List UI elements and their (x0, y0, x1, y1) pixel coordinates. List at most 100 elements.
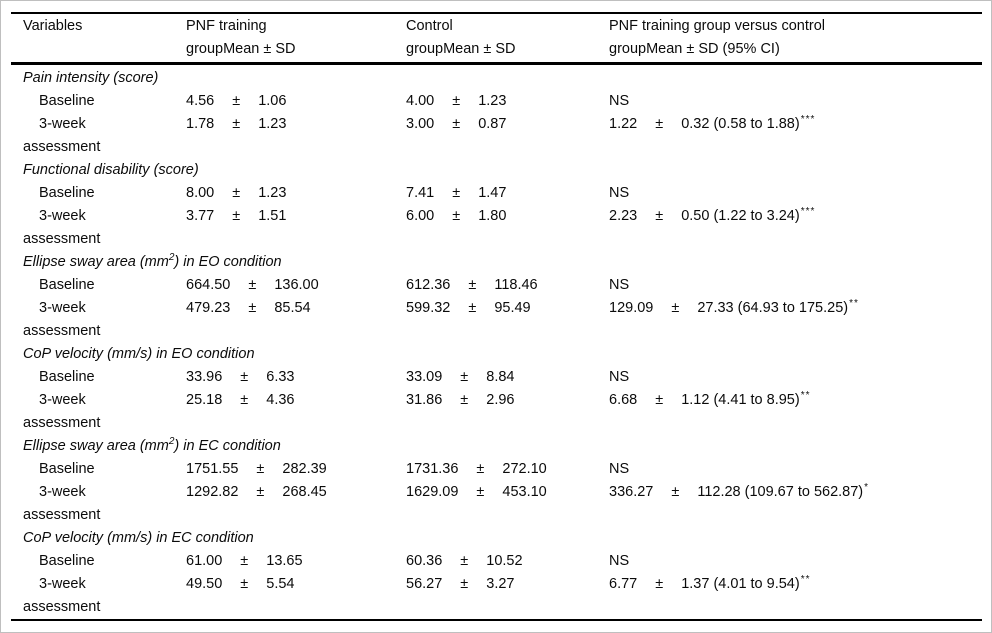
plus-minus-sign: ± (460, 392, 469, 408)
diff-value-cell: NS (609, 458, 982, 481)
ns-label: NS (609, 185, 630, 201)
section-title: CoP velocity (mm/s) in EC condition (23, 527, 982, 550)
row-label-continuation: assessment (23, 415, 101, 431)
control-sd-value: 1.47 (478, 185, 507, 201)
data-row: Baseline 61.00 ±13.65 60.36 ±10.52 NS (11, 550, 982, 573)
row-label-continuation: assessment (23, 323, 101, 339)
control-sd-value: 2.96 (486, 392, 515, 408)
diff-value-cell: 1.22 ±0.32 (0.58 to 1.88)*** (609, 113, 982, 136)
section-title-text: ) in EC condition (174, 438, 281, 454)
data-row: 3-week 49.50 ±5.54 56.27 ±3.27 6.77 ±1.37 (4.0… (11, 573, 982, 596)
row-label-continuation: assessment (23, 599, 101, 615)
section-title-text: CoP velocity (mm/s) in EC condition (23, 530, 254, 546)
pnf-mean-value: 1.78 (186, 116, 215, 132)
pnf-mean-value: 8.00 (186, 185, 215, 201)
pnf-mean-value: 3.77 (186, 208, 215, 224)
plus-minus-sign: ± (240, 553, 249, 569)
plus-minus-sign: ± (240, 369, 249, 385)
section-title: Ellipse sway area (mm2) in EO condition (23, 251, 982, 274)
control-value-cell: 60.36 ±10.52 (406, 550, 609, 573)
control-mean-value: 33.09 (406, 369, 443, 385)
row-label: 3-week (39, 392, 86, 408)
control-mean-value: 31.86 (406, 392, 443, 408)
pnf-value-cell: 61.00 ±13.65 (186, 550, 406, 573)
header-pnf-group: PNF training groupMean ± SD (186, 15, 406, 61)
plus-minus-sign: ± (655, 576, 664, 592)
ns-label: NS (609, 553, 630, 569)
diff-value-cell: NS (609, 90, 982, 113)
control-value-cell: 3.00 ±0.87 (406, 113, 609, 136)
section-title-text: Pain intensity (score) (23, 70, 159, 86)
control-value-cell: 31.86 ±2.96 (406, 389, 609, 412)
data-row: Baseline 33.96 ±6.33 33.09 ±8.84 NS (11, 366, 982, 389)
plus-minus-sign: ± (256, 461, 265, 477)
plus-minus-sign: ± (240, 392, 249, 408)
control-mean-value: 1731.36 (406, 461, 459, 477)
results-table: Variables PNF training groupMean ± SD Co… (11, 12, 982, 621)
section-title-text: Functional disability (score) (23, 162, 199, 178)
significance-stars: ** (800, 574, 811, 586)
header-pnf-line2: groupMean ± SD (186, 38, 406, 61)
row-label: Baseline (39, 553, 95, 569)
control-value-cell: 56.27 ±3.27 (406, 573, 609, 596)
header-control-group-word: groupMean (406, 41, 480, 57)
control-sd-value: 1.23 (478, 93, 507, 109)
header-variables-label: Variables (23, 18, 83, 34)
row-label: 3-week (39, 576, 86, 592)
pnf-value-cell: 8.00 ±1.23 (186, 182, 406, 205)
pnf-mean-value: 479.23 (186, 300, 231, 316)
significance-stars: ** (800, 390, 811, 402)
pnf-value-cell: 479.23 ±85.54 (186, 297, 406, 320)
control-value-cell: 4.00 ±1.23 (406, 90, 609, 113)
plus-minus-sign: ± (240, 576, 249, 592)
ns-label: NS (609, 277, 630, 293)
diff-mean-value: 6.68 (609, 392, 638, 408)
control-mean-value: 3.00 (406, 116, 435, 132)
diff-sd-value: 112.28 (109.67 to 562.87)* (697, 482, 870, 500)
pnf-sd-value: 136.00 (274, 277, 319, 293)
section-title-text: Ellipse sway area (mm (23, 438, 169, 454)
plus-minus-sign: ± (452, 185, 461, 201)
plus-minus-sign: ± (232, 116, 241, 132)
ns-label: NS (609, 93, 630, 109)
plus-minus-sign: ± (468, 277, 477, 293)
diff-value-cell: NS (609, 274, 982, 297)
pnf-sd-value: 5.54 (266, 576, 295, 592)
header-diff-line2: groupMean ± SD (95% CI) (609, 38, 982, 61)
label-continuation-row: assessment (11, 596, 982, 619)
diff-mean-value: 6.77 (609, 576, 638, 592)
label-continuation-row: assessment (11, 136, 982, 159)
section-title: Functional disability (score) (23, 159, 982, 182)
data-row: 3-week 479.23 ±85.54 599.32 ±95.49 129.09 ±27.… (11, 297, 982, 320)
data-row: Baseline 664.50 ±136.00 612.36 ±118.46 NS (11, 274, 982, 297)
plus-minus-sign: ± (460, 576, 469, 592)
row-label: Baseline (39, 277, 95, 293)
ns-label: NS (609, 461, 630, 477)
pnf-value-cell: 664.50 ±136.00 (186, 274, 406, 297)
header-control-sd-label: SD (495, 41, 516, 57)
pnf-sd-value: 282.39 (282, 461, 327, 477)
plus-minus-sign: ± (232, 208, 241, 224)
label-continuation-row: assessment (11, 504, 982, 527)
control-sd-value: 453.10 (502, 484, 547, 500)
row-label-continuation: assessment (23, 139, 101, 155)
superscript: 2 (168, 252, 175, 264)
pnf-sd-value: 6.33 (266, 369, 295, 385)
plus-minus-sign: ± (671, 484, 680, 500)
plus-minus-sign: ± (655, 208, 664, 224)
header-diff-line1: PNF training group versus control (609, 18, 825, 34)
header-row: Variables PNF training groupMean ± SD Co… (11, 15, 982, 61)
control-mean-value: 612.36 (406, 277, 451, 293)
diff-sd-value: 0.32 (0.58 to 1.88)*** (681, 114, 816, 132)
plus-minus-sign: ± (452, 116, 461, 132)
plus-minus-sign: ± (483, 41, 492, 57)
control-sd-value: 95.49 (494, 300, 531, 316)
data-row: 3-week 25.18 ±4.36 31.86 ±2.96 6.68 ±1.12 (4.4… (11, 389, 982, 412)
pnf-value-cell: 3.77 ±1.51 (186, 205, 406, 228)
diff-sd-value: 27.33 (64.93 to 175.25)** (697, 298, 859, 316)
control-mean-value: 7.41 (406, 185, 435, 201)
diff-mean-value: 1.22 (609, 116, 638, 132)
diff-value-cell: 129.09 ±27.33 (64.93 to 175.25)** (609, 297, 982, 320)
diff-value-cell: NS (609, 550, 982, 573)
diff-value-cell: 2.23 ±0.50 (1.22 to 3.24)*** (609, 205, 982, 228)
